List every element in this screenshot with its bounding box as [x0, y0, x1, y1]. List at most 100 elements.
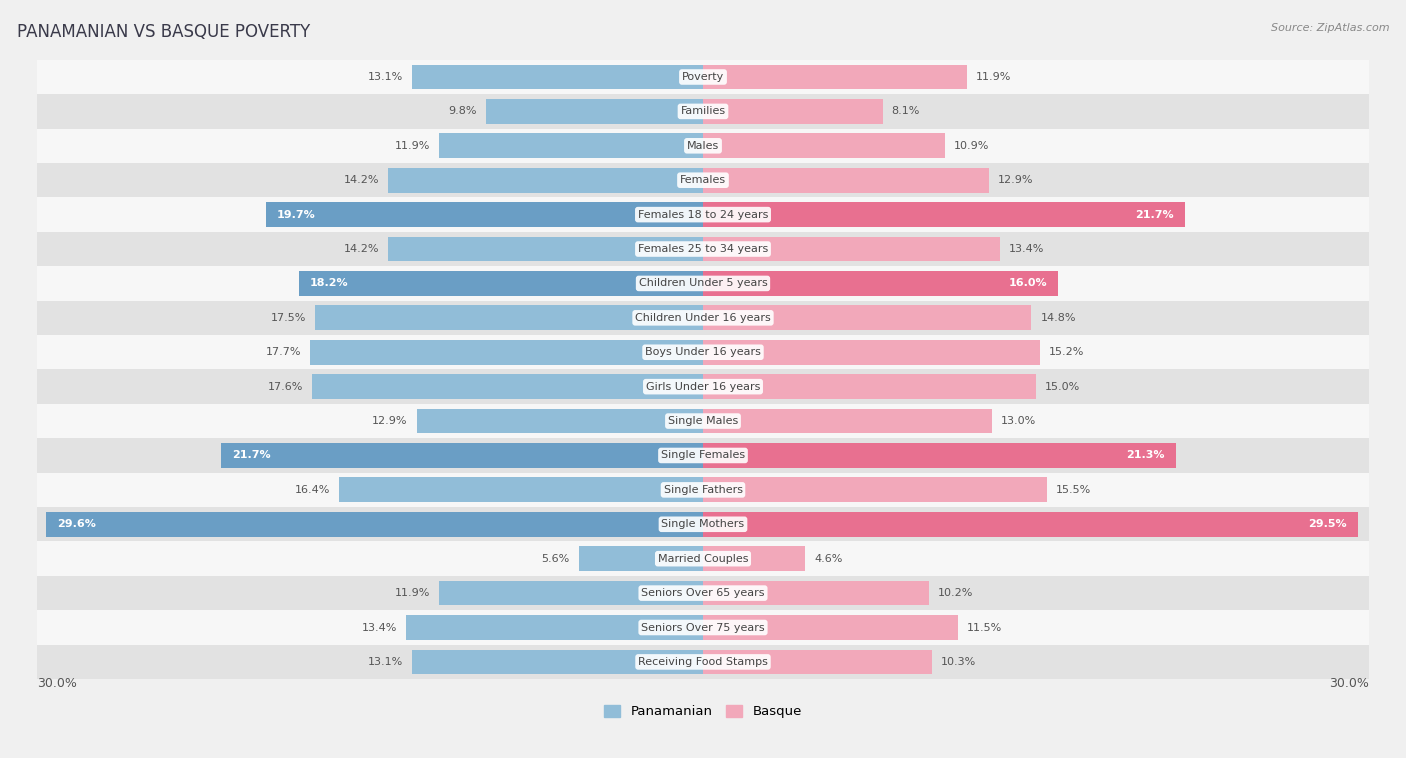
Text: 11.9%: 11.9%	[976, 72, 1011, 82]
Text: Children Under 16 years: Children Under 16 years	[636, 313, 770, 323]
Bar	[412, 650, 703, 675]
Text: 13.1%: 13.1%	[368, 657, 404, 667]
Text: 13.4%: 13.4%	[361, 622, 396, 632]
Bar	[266, 202, 703, 227]
Text: 15.2%: 15.2%	[1049, 347, 1084, 357]
Bar	[37, 369, 1369, 404]
Text: Females: Females	[681, 175, 725, 185]
Text: 5.6%: 5.6%	[541, 553, 569, 564]
Bar	[37, 266, 1369, 301]
Text: 19.7%: 19.7%	[277, 210, 315, 220]
Text: 21.3%: 21.3%	[1126, 450, 1164, 460]
Text: Source: ZipAtlas.com: Source: ZipAtlas.com	[1271, 23, 1389, 33]
Text: 29.5%: 29.5%	[1308, 519, 1347, 529]
Bar	[37, 301, 1369, 335]
Bar	[703, 168, 990, 193]
Text: 12.9%: 12.9%	[373, 416, 408, 426]
Bar	[37, 197, 1369, 232]
Bar	[315, 305, 703, 330]
Text: 15.0%: 15.0%	[1045, 382, 1080, 392]
Bar	[37, 232, 1369, 266]
Text: 10.9%: 10.9%	[953, 141, 990, 151]
Text: Single Females: Single Females	[661, 450, 745, 460]
Bar	[416, 409, 703, 434]
Text: 14.2%: 14.2%	[343, 244, 380, 254]
Bar	[388, 168, 703, 193]
Text: 14.8%: 14.8%	[1040, 313, 1076, 323]
Text: Married Couples: Married Couples	[658, 553, 748, 564]
Text: 11.9%: 11.9%	[395, 588, 430, 598]
Text: Single Males: Single Males	[668, 416, 738, 426]
Text: 13.4%: 13.4%	[1010, 244, 1045, 254]
Bar	[703, 615, 959, 640]
Bar	[579, 547, 703, 571]
Bar	[37, 438, 1369, 473]
Bar	[703, 305, 1032, 330]
Bar	[37, 645, 1369, 679]
Text: PANAMANIAN VS BASQUE POVERTY: PANAMANIAN VS BASQUE POVERTY	[17, 23, 311, 41]
Text: Boys Under 16 years: Boys Under 16 years	[645, 347, 761, 357]
Legend: Panamanian, Basque: Panamanian, Basque	[599, 700, 807, 724]
Bar	[703, 374, 1036, 399]
Bar	[703, 512, 1358, 537]
Text: Females 25 to 34 years: Females 25 to 34 years	[638, 244, 768, 254]
Bar	[703, 202, 1185, 227]
Bar	[703, 64, 967, 89]
Text: 18.2%: 18.2%	[311, 278, 349, 289]
Text: Males: Males	[688, 141, 718, 151]
Text: 12.9%: 12.9%	[998, 175, 1033, 185]
Bar	[37, 576, 1369, 610]
Text: 10.2%: 10.2%	[938, 588, 973, 598]
Text: 21.7%: 21.7%	[1135, 210, 1174, 220]
Bar	[703, 409, 991, 434]
Bar	[37, 60, 1369, 94]
Bar	[703, 271, 1059, 296]
Bar	[703, 236, 1001, 262]
Bar	[37, 541, 1369, 576]
Bar	[703, 478, 1047, 503]
Text: 29.6%: 29.6%	[58, 519, 96, 529]
Text: 11.5%: 11.5%	[967, 622, 1002, 632]
Text: Girls Under 16 years: Girls Under 16 years	[645, 382, 761, 392]
Text: Single Mothers: Single Mothers	[661, 519, 745, 529]
Bar	[703, 650, 932, 675]
Text: 16.4%: 16.4%	[295, 485, 330, 495]
Bar	[37, 404, 1369, 438]
Bar	[312, 374, 703, 399]
Text: Children Under 5 years: Children Under 5 years	[638, 278, 768, 289]
Text: 9.8%: 9.8%	[449, 106, 477, 117]
Bar	[439, 133, 703, 158]
Bar	[439, 581, 703, 606]
Bar	[37, 129, 1369, 163]
Bar	[703, 99, 883, 124]
Text: Receiving Food Stamps: Receiving Food Stamps	[638, 657, 768, 667]
Text: 21.7%: 21.7%	[232, 450, 271, 460]
Text: 4.6%: 4.6%	[814, 553, 842, 564]
Text: 17.5%: 17.5%	[270, 313, 305, 323]
Text: Seniors Over 75 years: Seniors Over 75 years	[641, 622, 765, 632]
Text: 13.1%: 13.1%	[368, 72, 404, 82]
Text: Poverty: Poverty	[682, 72, 724, 82]
Bar	[703, 581, 929, 606]
Bar	[703, 133, 945, 158]
Text: 8.1%: 8.1%	[891, 106, 920, 117]
Text: 17.6%: 17.6%	[269, 382, 304, 392]
Text: 15.5%: 15.5%	[1056, 485, 1091, 495]
Text: 30.0%: 30.0%	[1329, 677, 1369, 690]
Text: 10.3%: 10.3%	[941, 657, 976, 667]
Bar	[37, 335, 1369, 369]
Bar	[405, 615, 703, 640]
Bar	[37, 163, 1369, 197]
Bar	[703, 547, 806, 571]
Text: 13.0%: 13.0%	[1001, 416, 1036, 426]
Text: Single Fathers: Single Fathers	[664, 485, 742, 495]
Bar	[299, 271, 703, 296]
Text: Females 18 to 24 years: Females 18 to 24 years	[638, 210, 768, 220]
Text: Seniors Over 65 years: Seniors Over 65 years	[641, 588, 765, 598]
Text: 11.9%: 11.9%	[395, 141, 430, 151]
Bar	[703, 443, 1175, 468]
Bar	[412, 64, 703, 89]
Bar	[37, 610, 1369, 645]
Bar	[46, 512, 703, 537]
Text: 14.2%: 14.2%	[343, 175, 380, 185]
